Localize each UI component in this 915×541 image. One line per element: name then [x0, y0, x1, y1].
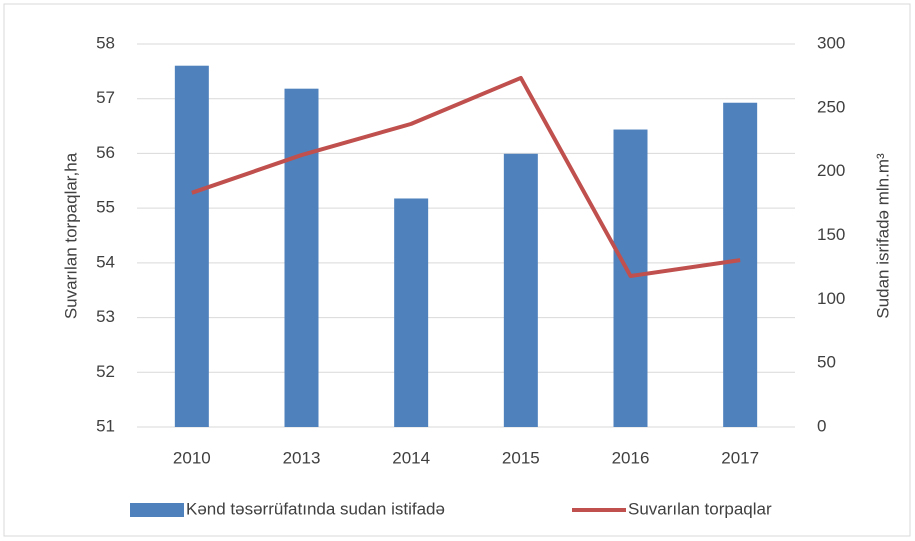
y-tick-label: 52 — [96, 362, 115, 381]
y-tick-label: 57 — [96, 88, 115, 107]
y-tick-label: 53 — [96, 307, 115, 326]
x-tick-label: 2013 — [283, 448, 321, 467]
y2-tick-label: 200 — [817, 161, 845, 180]
line — [191, 75, 741, 278]
y-tick-label: 56 — [96, 143, 115, 162]
y2-tick-label: 50 — [817, 353, 836, 372]
y2-tick-label: 250 — [817, 97, 845, 116]
x-tick-label: 2010 — [173, 448, 211, 467]
y2-tick-label: 150 — [817, 225, 845, 244]
x-tick-label: 2015 — [502, 448, 540, 467]
y2-tick-label: 100 — [817, 289, 845, 308]
y2-tick-label: 0 — [817, 416, 826, 435]
legend-label: Suvarılan torpaqlar — [628, 499, 772, 518]
y-tick-label: 55 — [96, 198, 115, 217]
y-tick-label: 54 — [96, 252, 115, 271]
chart-border — [3, 3, 911, 537]
x-tick-label: 2017 — [721, 448, 759, 467]
x-tick-label: 2016 — [612, 448, 650, 467]
y-tick-label: 58 — [96, 33, 115, 52]
y-tick-label: 51 — [96, 416, 115, 435]
bar — [394, 198, 429, 427]
bar — [174, 65, 209, 427]
x-tick-label: 2014 — [392, 448, 430, 467]
bar — [613, 129, 648, 427]
legend-label: Kənd təsərrüfatında sudan istifadə — [186, 499, 445, 518]
y2-axis-title: Sudan isrifadə mln.m³ — [873, 153, 892, 319]
legend-swatch — [130, 503, 184, 517]
bar — [284, 88, 319, 427]
bar — [723, 102, 758, 427]
bar — [503, 153, 538, 427]
y2-tick-label: 300 — [817, 33, 845, 52]
y-axis-title: Suvarılan torpaqlar,ha — [61, 152, 80, 319]
